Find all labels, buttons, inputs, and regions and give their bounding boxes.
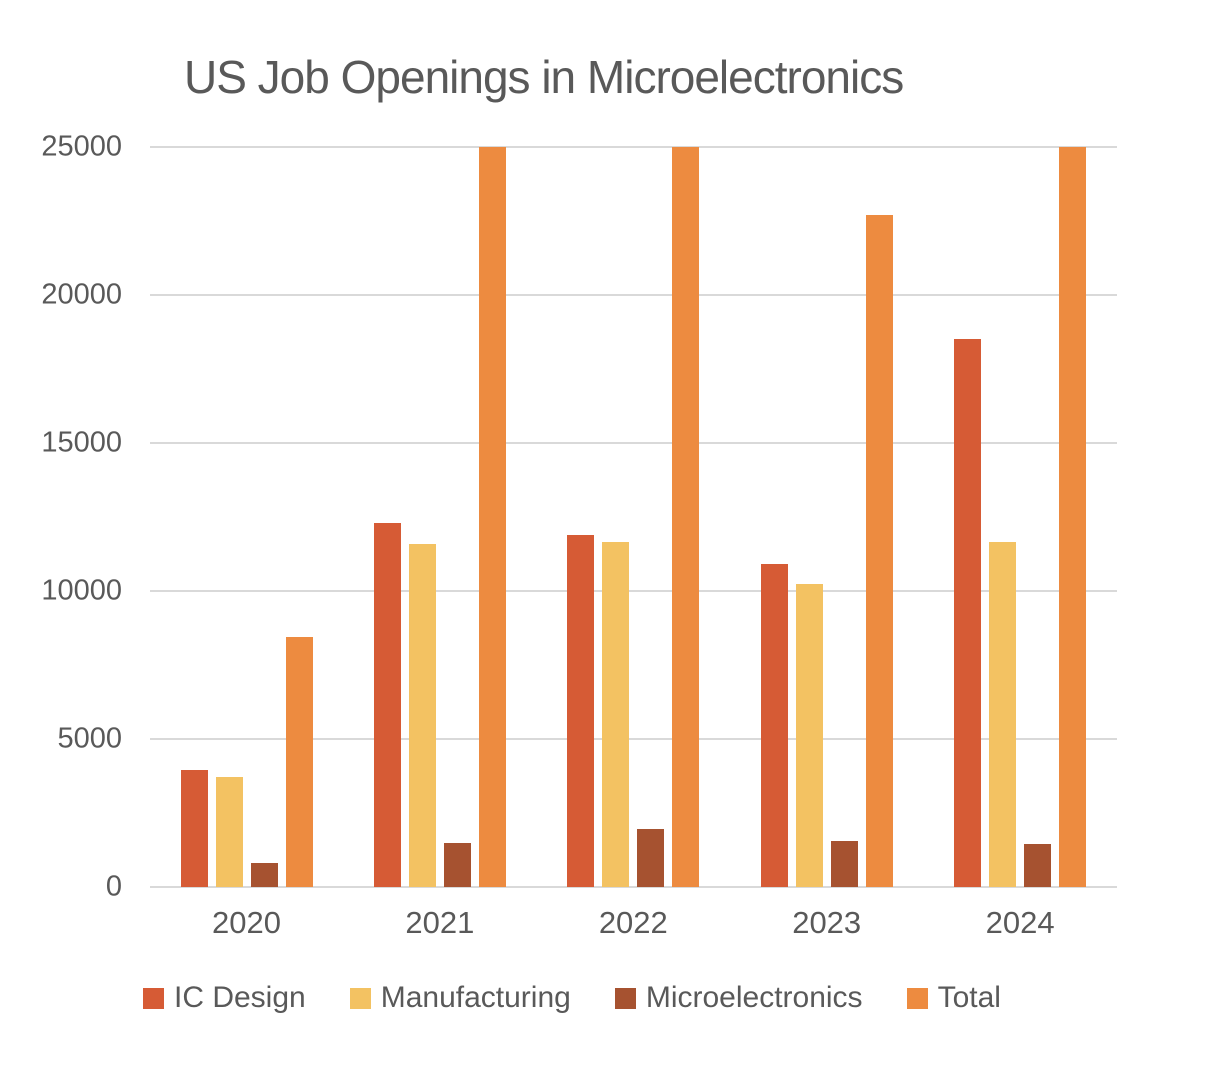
bar-ic-design-2022 xyxy=(567,534,595,887)
y-tick-label-10000: 10000 xyxy=(41,574,122,607)
x-tick-label-2022: 2022 xyxy=(598,905,668,940)
bar-manufacturing-2022 xyxy=(602,542,630,887)
bar-ic-design-2021 xyxy=(374,522,402,887)
bar-group-2024 xyxy=(924,147,1117,887)
bar-group-2021 xyxy=(343,147,536,887)
bar-ic-design-2024 xyxy=(954,339,982,887)
gridline-25000 xyxy=(150,146,1117,148)
legend-swatch-manufacturing xyxy=(349,987,371,1009)
bar-microelectronics-2021 xyxy=(444,842,472,887)
gridline-10000 xyxy=(150,590,1117,592)
y-tick-label-20000: 20000 xyxy=(41,278,122,311)
bar-microelectronics-2022 xyxy=(637,829,665,887)
legend: IC Design Manufacturing Microelectronics To… xyxy=(143,981,1001,1015)
legend-label-total: Total xyxy=(937,981,1001,1014)
bar-total-2023 xyxy=(865,215,893,887)
legend-item-microelectronics: Microelectronics xyxy=(614,981,863,1015)
y-tick-label-5000: 5000 xyxy=(57,722,122,755)
bar-group-2020 xyxy=(150,147,343,887)
legend-item-ic-design: IC Design xyxy=(143,981,306,1015)
bar-manufacturing-2020 xyxy=(215,777,243,887)
bar-manufacturing-2023 xyxy=(795,583,823,887)
bar-ic-design-2023 xyxy=(760,564,788,887)
legend-item-total: Total xyxy=(906,981,1001,1015)
gridline-5000 xyxy=(150,738,1117,740)
y-tick-label-25000: 25000 xyxy=(41,130,122,163)
legend-item-manufacturing: Manufacturing xyxy=(349,981,571,1015)
bar-manufacturing-2024 xyxy=(989,542,1017,887)
legend-label-manufacturing: Manufacturing xyxy=(380,981,571,1014)
bar-microelectronics-2024 xyxy=(1024,844,1052,887)
bar-microelectronics-2020 xyxy=(250,863,278,887)
x-tick-label-2020: 2020 xyxy=(212,905,281,940)
x-tick-label-2021: 2021 xyxy=(405,905,475,940)
gridline-20000 xyxy=(150,294,1117,296)
gridline-0 xyxy=(150,886,1117,888)
y-tick-label-0: 0 xyxy=(105,870,122,903)
legend-label-ic-design: IC Design xyxy=(174,981,306,1014)
y-axis: 0 5000 10000 15000 20000 25000 xyxy=(0,132,122,901)
plot-area xyxy=(150,146,1117,888)
x-tick-label-2023: 2023 xyxy=(792,905,862,940)
legend-swatch-ic-design xyxy=(143,987,164,1009)
legend-swatch-microelectronics xyxy=(614,987,636,1009)
chart-title: US Job Openings in Microelectronics xyxy=(184,51,904,103)
legend-swatch-total xyxy=(906,987,928,1009)
bar-total-2020 xyxy=(285,636,313,887)
x-tick-label-2024: 2024 xyxy=(985,905,1055,940)
bar-ic-design-2020 xyxy=(180,770,208,887)
gridline-15000 xyxy=(150,442,1117,444)
bar-total-2022 xyxy=(672,147,700,887)
bar-total-2021 xyxy=(479,147,507,887)
bar-group-2022 xyxy=(537,147,730,887)
bar-total-2024 xyxy=(1059,147,1087,887)
y-tick-label-15000: 15000 xyxy=(41,426,122,459)
bar-manufacturing-2021 xyxy=(409,543,437,887)
bar-group-2023 xyxy=(730,147,923,887)
legend-label-microelectronics: Microelectronics xyxy=(645,981,863,1014)
bar-microelectronics-2023 xyxy=(830,841,858,887)
